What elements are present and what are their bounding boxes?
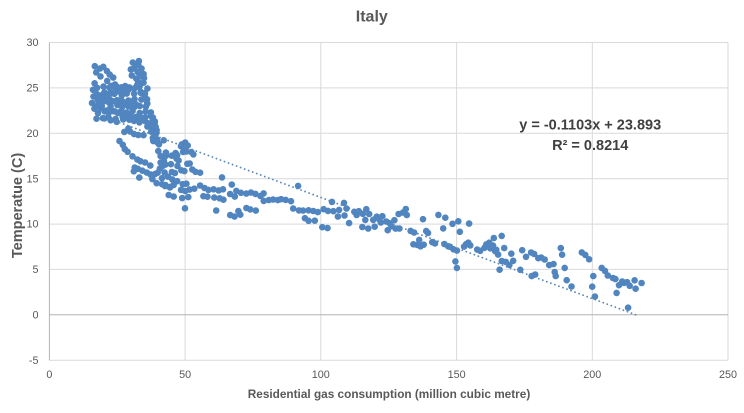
svg-text:0: 0	[32, 309, 38, 321]
svg-text:5: 5	[32, 264, 38, 276]
svg-text:50: 50	[179, 369, 191, 381]
svg-text:20: 20	[26, 128, 38, 140]
svg-text:-5: -5	[29, 355, 39, 367]
svg-text:10: 10	[26, 219, 38, 231]
svg-text:150: 150	[448, 369, 466, 381]
svg-text:y = -0.1103x + 23.893: y = -0.1103x + 23.893	[519, 118, 661, 134]
svg-text:Italy: Italy	[356, 9, 388, 26]
svg-text:25: 25	[26, 83, 38, 95]
svg-text:Temperatue (C): Temperatue (C)	[10, 153, 26, 258]
svg-text:0: 0	[46, 369, 52, 381]
svg-text:200: 200	[583, 369, 601, 381]
svg-text:100: 100	[312, 369, 330, 381]
svg-text:30: 30	[26, 37, 38, 49]
svg-text:R² = 0.8214: R² = 0.8214	[552, 138, 628, 154]
svg-text:250: 250	[719, 369, 737, 381]
svg-text:Residential gas consumption (m: Residential gas consumption (million cub…	[248, 387, 531, 401]
svg-text:15: 15	[26, 173, 38, 185]
